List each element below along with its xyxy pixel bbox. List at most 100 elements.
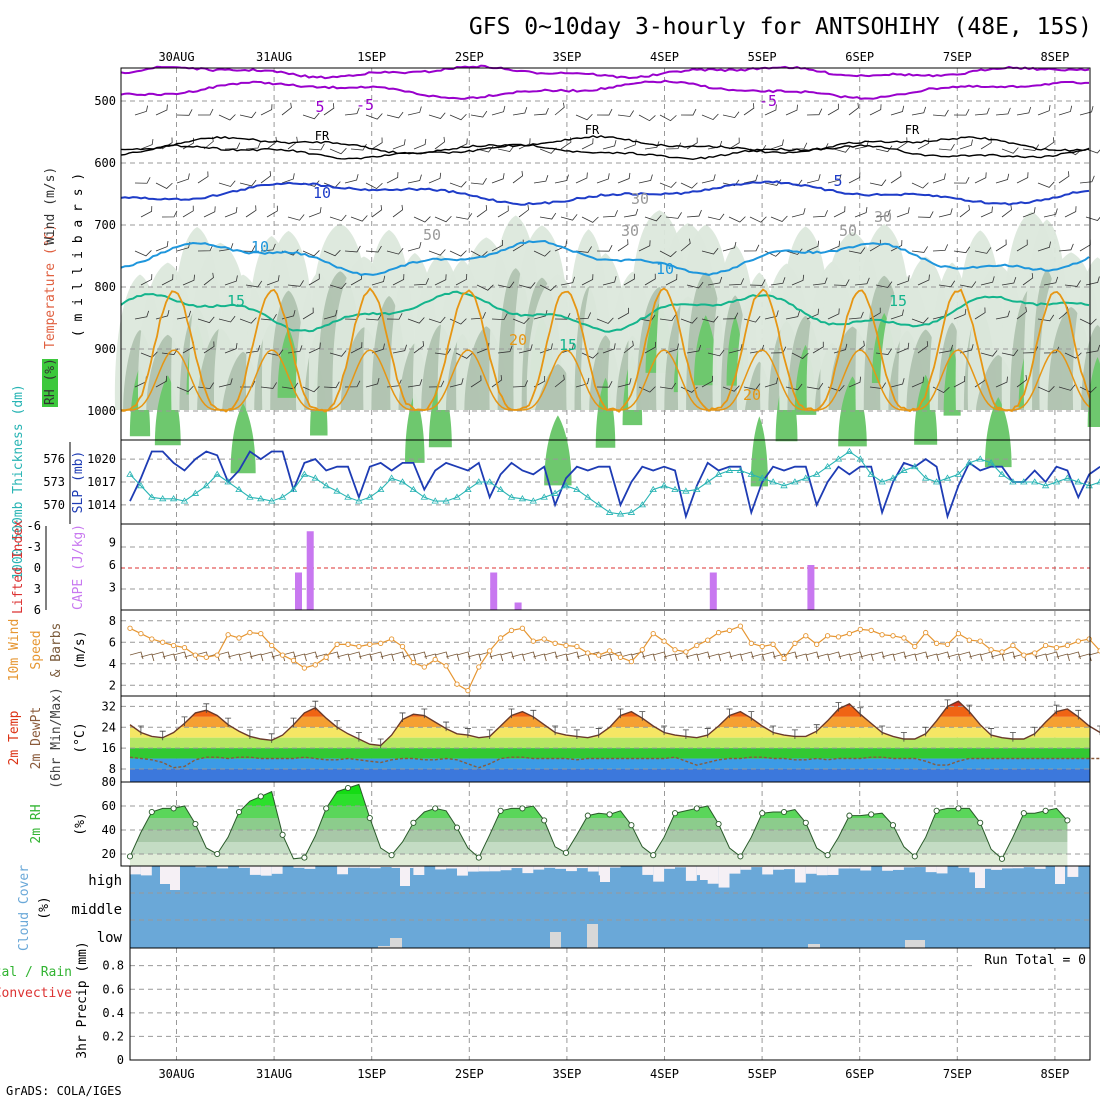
wind-barb bbox=[449, 113, 467, 121]
cloud-high-gap bbox=[816, 866, 828, 876]
wind-barb bbox=[623, 273, 635, 286]
wind10m-marker bbox=[890, 633, 896, 639]
wind-barb bbox=[197, 108, 214, 116]
wind-barb bbox=[428, 380, 445, 388]
thickness-marker bbox=[1020, 478, 1028, 485]
wind10m-barb bbox=[511, 653, 525, 662]
wind10m-axis-labels: 10m Wind Speed & Barbs (m/s) bbox=[7, 619, 88, 682]
wind10m-marker bbox=[955, 631, 962, 637]
cloud-high-gap bbox=[773, 866, 784, 870]
wind-barb bbox=[959, 281, 977, 288]
cloud-high-gap bbox=[195, 866, 207, 868]
wind-barb bbox=[869, 104, 882, 116]
rh-marker bbox=[1042, 807, 1049, 814]
wind10m-ylabel: Speed bbox=[29, 630, 44, 669]
thickness-marker bbox=[703, 478, 712, 485]
wind-barb bbox=[386, 172, 399, 184]
wind10m-marker bbox=[541, 636, 547, 642]
thickness-marker bbox=[235, 485, 243, 493]
cloud-high-gap bbox=[653, 866, 665, 882]
wind-barb bbox=[1022, 144, 1040, 151]
wind10m-barb bbox=[1056, 653, 1070, 662]
bottom-date-label: 7SEP bbox=[943, 1067, 972, 1081]
wind10m-marker bbox=[846, 631, 853, 637]
contour-label: 50 bbox=[839, 222, 857, 240]
temp-axis-labels: 2m Temp 2m DewPt (6hr Min/Max) (°C) bbox=[7, 687, 88, 789]
wind-barb bbox=[512, 380, 529, 388]
li-tick: -3 bbox=[27, 540, 41, 554]
thickness-marker bbox=[1041, 482, 1050, 489]
wind-barb bbox=[281, 102, 292, 116]
wind-barb bbox=[470, 178, 487, 185]
rh-marker bbox=[301, 854, 308, 861]
temp-minmax-bar bbox=[813, 724, 820, 734]
cloud-high-gap bbox=[849, 866, 861, 869]
wind-barb bbox=[644, 341, 656, 354]
temp-minmax-bar bbox=[900, 732, 907, 742]
wind10m-marker bbox=[628, 658, 635, 665]
cloud-high-gap bbox=[160, 866, 170, 884]
wind10m-marker bbox=[824, 633, 831, 639]
wind-barb bbox=[512, 317, 530, 325]
contour-25 bbox=[121, 349, 1091, 411]
contour-label: 10 bbox=[251, 238, 269, 256]
wind-barb bbox=[743, 383, 761, 390]
cloud-high-gap bbox=[700, 866, 710, 880]
wind-barb bbox=[134, 177, 151, 184]
thickness-marker bbox=[714, 470, 723, 477]
thickness-ylabel: 1000-500mb Thickness (dm) bbox=[11, 384, 26, 580]
wind-barb bbox=[701, 315, 719, 323]
temp-minmax-bar bbox=[312, 700, 319, 711]
wind-barb bbox=[1037, 181, 1055, 188]
temp-band bbox=[130, 748, 1090, 759]
cloud-high-gap bbox=[533, 866, 545, 870]
temp-minmax-bar bbox=[508, 708, 515, 719]
wind10m-marker bbox=[181, 644, 188, 651]
wind-barb bbox=[344, 107, 360, 116]
rh-marker bbox=[519, 805, 526, 812]
wind10m-barb bbox=[642, 653, 656, 662]
wind10m-marker bbox=[944, 641, 951, 648]
wind-barb bbox=[161, 210, 178, 218]
rh-marker bbox=[1020, 810, 1027, 817]
wind-barb bbox=[1016, 306, 1027, 320]
temp-ylabel: (°C) bbox=[73, 722, 88, 753]
wind10m-marker bbox=[683, 649, 689, 655]
wind-barb bbox=[386, 111, 404, 119]
wind-barb bbox=[329, 147, 347, 155]
wind-barb bbox=[911, 376, 925, 388]
cloud-high-gap bbox=[348, 866, 359, 868]
wind10m-marker bbox=[476, 664, 482, 670]
cloud-high-gap bbox=[380, 866, 392, 868]
rh-band bbox=[130, 830, 1068, 842]
wind10m-marker bbox=[999, 649, 1005, 655]
cloud-high-gap bbox=[1034, 866, 1046, 869]
precip-tick: 0.8 bbox=[102, 959, 124, 973]
contour-label: 5 bbox=[833, 172, 842, 190]
thickness-marker bbox=[769, 478, 777, 485]
cloud-high-gap bbox=[217, 866, 229, 869]
wind-barb bbox=[953, 246, 971, 254]
wind10m-marker bbox=[367, 641, 373, 648]
cloud-high-gap bbox=[249, 866, 261, 875]
thickness-marker bbox=[1074, 478, 1083, 485]
thickness-marker bbox=[845, 447, 854, 454]
wind10m-marker bbox=[596, 652, 602, 658]
temp-minmax-bar bbox=[268, 733, 275, 743]
cloud-high-gap bbox=[838, 866, 850, 869]
wind-barb bbox=[623, 340, 634, 354]
thickness-marker bbox=[387, 474, 396, 481]
wind-barb bbox=[512, 106, 528, 116]
wind-barb bbox=[890, 105, 905, 116]
wind10m-marker bbox=[258, 631, 264, 637]
thickness-marker bbox=[158, 495, 167, 502]
rh-moist-core bbox=[750, 416, 769, 487]
wind-barb bbox=[812, 277, 828, 286]
wind-barb bbox=[596, 173, 610, 184]
wind-barb bbox=[1043, 137, 1055, 150]
top-date-label: 31AUG bbox=[256, 50, 292, 64]
thickness-marker bbox=[1009, 478, 1017, 485]
cloud-high-gap bbox=[1055, 866, 1065, 884]
temp-minmax-bar bbox=[922, 726, 929, 737]
bottom-date-label: 5SEP bbox=[748, 1067, 777, 1081]
